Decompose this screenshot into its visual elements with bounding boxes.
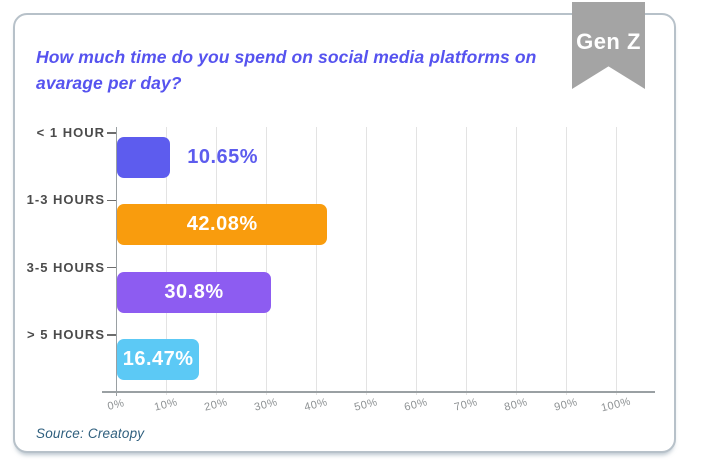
chart-title: How much time do you spend on social med…: [36, 44, 596, 96]
source-caption: Source: Creatopy: [36, 426, 145, 441]
ribbon-label: Gen Z: [576, 29, 641, 54]
chart-title-line2: avarage per day?: [36, 73, 182, 93]
chart-title-line1: How much time do you spend on social med…: [36, 47, 537, 67]
